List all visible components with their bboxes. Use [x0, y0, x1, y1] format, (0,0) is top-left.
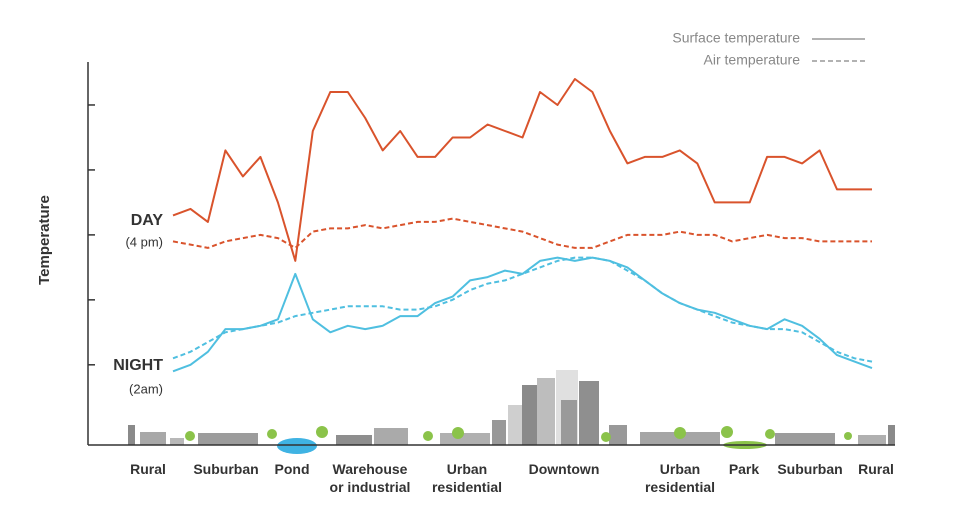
series-line [172, 217, 872, 249]
legend-label: Surface temperature [672, 30, 800, 46]
annotation: DAY [131, 212, 164, 229]
annotation: NIGHT [113, 357, 163, 374]
zone-label: Urban residential [431, 461, 503, 495]
series-line [172, 256, 873, 373]
series-line [172, 256, 873, 363]
zone-label: Pond [274, 461, 310, 477]
annotation: (4 pm) [125, 234, 163, 249]
annotation: (2am) [129, 381, 163, 396]
y-axis-label: Temperature [36, 195, 53, 285]
legend-label: Air temperature [704, 52, 801, 68]
skyline [128, 370, 895, 454]
zone-label: Suburban [193, 461, 259, 477]
zone-label: Downtown [528, 461, 600, 477]
zone-label: Rural [858, 461, 894, 477]
zone-label: Park [728, 461, 760, 477]
zone-label: Urban residential [644, 461, 716, 495]
series-line [172, 78, 872, 262]
zone-label: Warehouse or industrial [329, 461, 411, 495]
zone-label: Rural [130, 461, 166, 477]
zone-label: Suburban [777, 461, 843, 477]
